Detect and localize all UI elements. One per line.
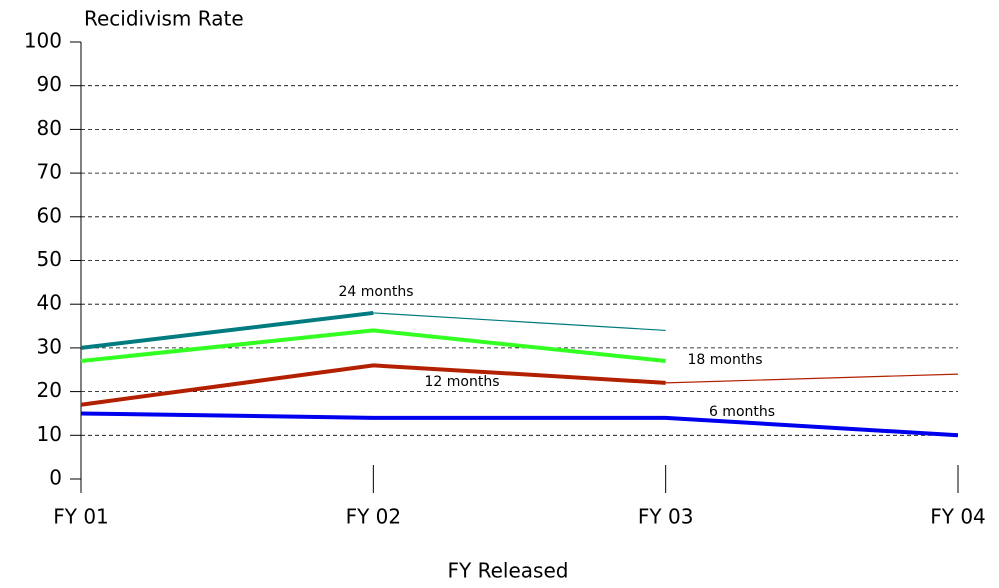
y-tick-label: 90 xyxy=(37,72,62,96)
y-tick-label: 30 xyxy=(37,334,62,358)
series-line xyxy=(80,363,666,407)
series-label: 18 months xyxy=(688,352,763,368)
y-tick-label: 40 xyxy=(37,291,62,315)
x-tick-label: FY 02 xyxy=(346,505,402,529)
y-tick-label: 20 xyxy=(37,378,62,402)
y-tick-label: 50 xyxy=(37,247,62,271)
y-tick-label: 10 xyxy=(37,422,62,446)
y-tick-label: 0 xyxy=(49,466,62,490)
series-line xyxy=(80,328,666,363)
series-label: 24 months xyxy=(339,284,414,300)
y-tick-label: 70 xyxy=(37,160,62,184)
x-axis-label: FY Released xyxy=(448,559,569,583)
x-tick-label: FY 04 xyxy=(930,505,986,529)
y-tick-label: 100 xyxy=(24,29,62,53)
projected-line xyxy=(373,312,666,332)
x-tick-label: FY 01 xyxy=(53,505,109,529)
series-label: 6 months xyxy=(709,404,775,420)
series-label: 12 months xyxy=(425,374,500,390)
y-tick-label: 60 xyxy=(37,203,62,227)
y-tick-label: 80 xyxy=(37,116,62,140)
chart-title: Recidivism Rate xyxy=(84,7,244,31)
x-tick-label: FY 03 xyxy=(638,505,694,529)
series-line xyxy=(80,310,374,350)
series-line xyxy=(80,411,959,438)
projected-line xyxy=(665,373,959,384)
